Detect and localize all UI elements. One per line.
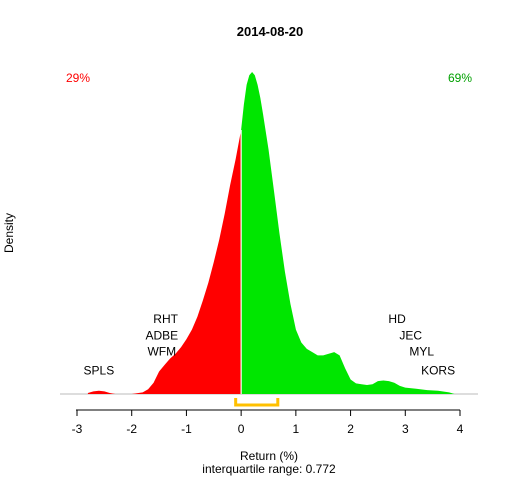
annotation-label: KORS	[421, 364, 455, 378]
chart-title: 2014-08-20	[237, 24, 304, 39]
annotation-label: RHT	[153, 312, 178, 326]
annotation-label: MYL	[409, 344, 434, 358]
x-axis-ticks: -3 -2 -1 0 1 2 3 4	[72, 410, 464, 436]
iqr-subtitle: interquartile range: 0.772	[202, 462, 336, 476]
x-tick-label: -1	[181, 422, 192, 436]
annotation-label: HD	[388, 312, 406, 326]
annotation-label: SPLS	[84, 364, 115, 378]
x-tick-label: 3	[402, 422, 409, 436]
annotation-label: ADBE	[145, 328, 178, 342]
annotation-label: WFM	[147, 344, 176, 358]
x-tick-label: 0	[238, 422, 245, 436]
density-positive-area	[241, 72, 455, 394]
x-tick-label: -3	[72, 422, 83, 436]
plot-area: SPLS WFM ADBE RHT HD JEC MYL KORS	[60, 72, 478, 407]
annotation-label: JEC	[399, 328, 422, 342]
x-tick-label: 2	[347, 422, 354, 436]
x-axis-label: Return (%)	[240, 449, 298, 463]
y-axis-label: Density	[2, 213, 16, 253]
density-negative-area	[87, 130, 242, 394]
pct-positive-label: 69%	[448, 71, 472, 85]
iqr-bracket	[234, 398, 280, 407]
x-tick-label: 4	[457, 422, 464, 436]
x-tick-label: -2	[126, 422, 137, 436]
pct-negative-label: 29%	[66, 71, 90, 85]
x-tick-label: 1	[293, 422, 300, 436]
